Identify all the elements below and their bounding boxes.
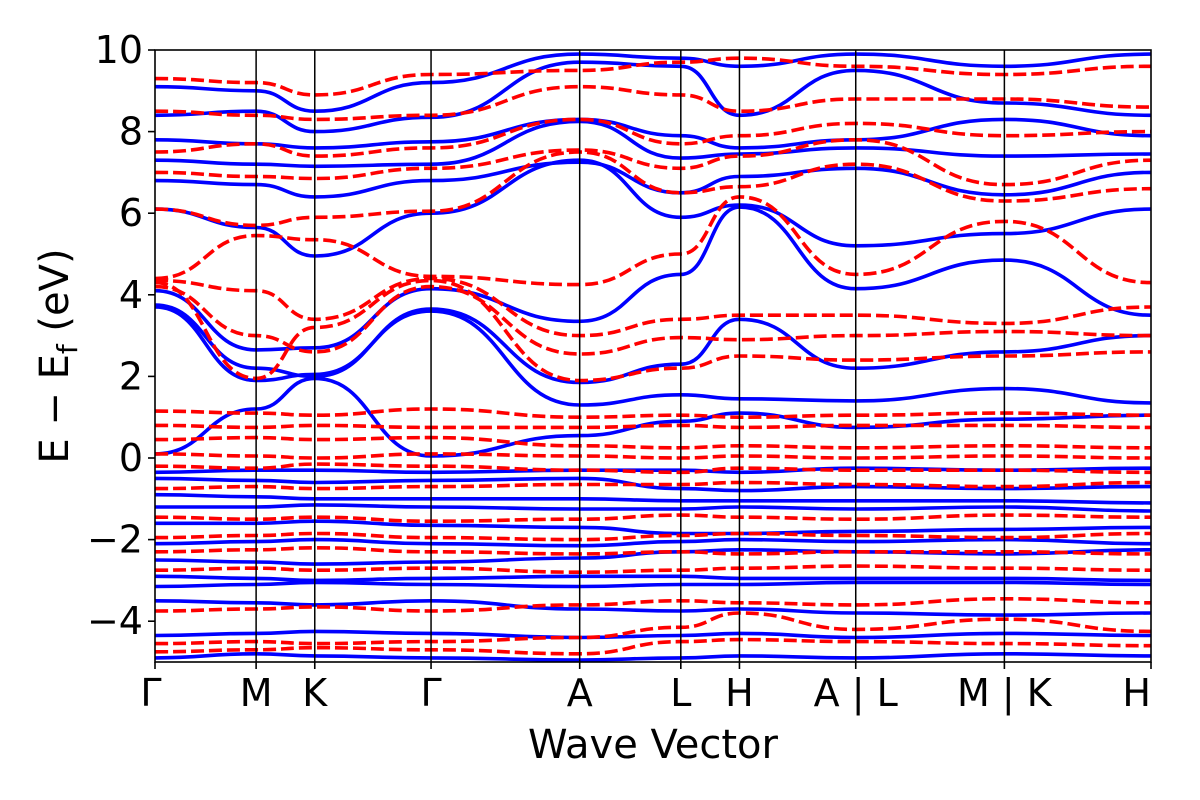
dashed-band-17 [155,150,1151,228]
dashed-band-4 [155,546,1151,556]
solid-band-17 [155,160,1151,199]
dashed-band-13 [155,278,1151,383]
dashed-band-8 [155,462,1151,475]
dashed-band-0 [155,637,1151,656]
dashed-band-21 [155,56,1151,97]
y-axis-label: E − Ef (eV) [32,248,84,463]
plot-frame [154,49,1152,663]
dashed-band-19 [155,117,1151,158]
high-symmetry-lines [255,50,1006,662]
dashed-band-20 [155,84,1151,122]
x-tick-label-9: H [1122,671,1151,715]
solid-band-8 [155,503,1151,513]
y-axis-label-subscript: f [51,343,84,354]
x-tick-label-4: A [567,671,593,715]
dashed-band-7 [155,480,1151,491]
x-tick-label-8: M | K [957,671,1053,716]
y-tick-label-2: 0 [119,436,143,480]
solid-band-9 [155,492,1151,505]
dashed-band-11 [155,423,1151,430]
x-tick-label-3: Γ [420,671,441,715]
dashed-band-18 [155,138,1151,187]
x-tick-label-7: A | L [814,671,898,716]
y-tick-label-1: −2 [87,518,143,562]
x-tick-label-0: Γ [140,671,161,715]
y-tick-label-5: 6 [119,191,143,235]
solid-band-7 [155,519,1151,536]
solid-band-10 [155,476,1151,493]
x-tick-label-2: K [302,671,328,715]
dashed-band-9 [155,452,1151,460]
dashed-band-2 [155,597,1151,613]
solid-band-4 [155,574,1151,583]
solid-band-2 [155,599,1151,617]
solid-band-1 [155,629,1151,640]
y-tick-label-0: −4 [87,599,143,643]
dashed-band-15 [155,276,1151,338]
y-tick-label-3: 2 [119,354,143,398]
dashed-band-3 [155,564,1151,574]
solid-band-12 [155,376,1151,458]
solid-band-0 [155,652,1151,662]
y-tick-label-4: 4 [119,273,143,317]
dashed-band-5 [155,531,1151,542]
x-tick-label-5: L [670,671,691,715]
dashed-band-6 [155,513,1151,523]
y-axis-label-main: E − E [32,354,78,464]
x-tick-label-6: H [725,671,754,715]
x-tick-label-1: M [240,671,273,715]
solid-band-6 [155,537,1151,548]
solid-band-3 [155,580,1151,589]
bands-layer [155,52,1151,662]
dashed-band-12 [155,407,1151,419]
y-axis: −4 −2 0 2 4 6 8 10 [87,28,155,643]
solid-band-21 [155,52,1151,113]
dashed-band-10 [155,435,1151,450]
solid-band-15 [155,205,1151,352]
y-tick-label-6: 8 [119,110,143,154]
y-tick-label-7: 10 [95,28,143,72]
y-axis-label-unit: (eV) [32,248,78,344]
dashed-band-1 [155,611,1151,646]
solid-band-13 [155,305,1151,407]
x-axis-label: Wave Vector [528,722,779,768]
solid-band-18 [155,119,1151,169]
dashed-band-16 [155,195,1151,287]
solid-band-19 [155,117,1151,150]
solid-band-16 [155,158,1151,258]
dashed-band-14 [155,284,1151,356]
